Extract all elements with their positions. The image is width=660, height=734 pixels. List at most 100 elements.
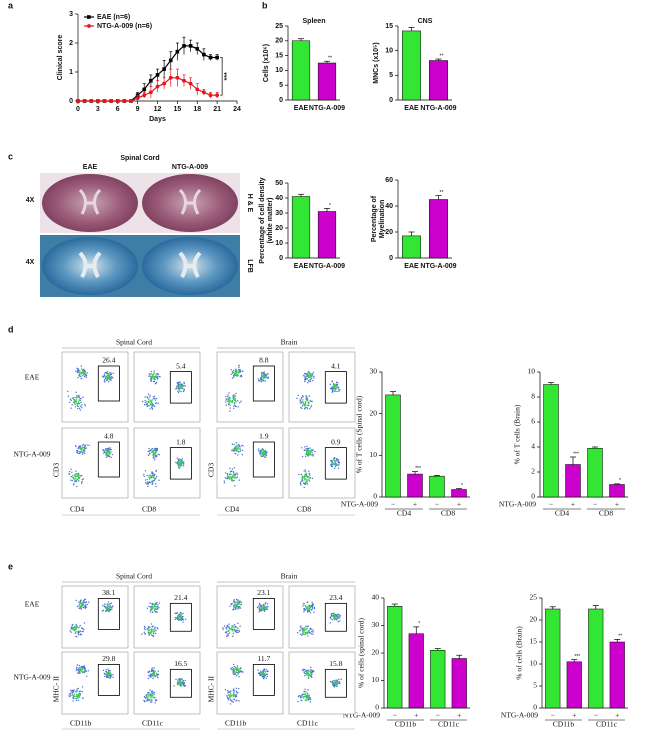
event-dot <box>105 610 107 612</box>
event-dot <box>84 446 86 448</box>
event-dot <box>150 609 153 611</box>
event-dot <box>179 461 182 464</box>
event-dot <box>107 668 109 670</box>
event-dot <box>80 633 82 636</box>
event-dot <box>313 606 316 609</box>
event-dot <box>150 370 153 373</box>
event-dot <box>264 673 266 675</box>
event-dot <box>151 472 153 475</box>
event-dot <box>150 695 152 697</box>
event-dot <box>307 606 309 608</box>
y-tick-label: 0 <box>389 255 393 262</box>
event-dot <box>225 395 227 398</box>
event-dot <box>76 367 78 370</box>
event-dot <box>228 632 231 634</box>
bar <box>317 62 337 101</box>
event-dot <box>304 373 307 375</box>
event-dot <box>267 376 270 379</box>
event-dot <box>146 402 149 405</box>
event-dot <box>104 451 106 453</box>
event-dot <box>300 634 303 636</box>
event-dot <box>75 697 77 700</box>
event-dot <box>235 405 237 408</box>
event-dot <box>153 377 156 380</box>
group-title: Spinal Cord <box>116 338 152 347</box>
event-dot <box>228 477 231 479</box>
event-dot <box>231 370 233 373</box>
event-dot <box>149 611 151 613</box>
event-dot <box>332 462 335 465</box>
event-dot <box>73 693 75 696</box>
event-dot <box>154 670 156 672</box>
event-dot <box>109 676 112 678</box>
event-dot <box>239 375 242 377</box>
legend-label: EAE (n=6) <box>97 14 130 21</box>
y-axis-title: Myelination <box>379 200 386 239</box>
event-dot <box>231 377 234 379</box>
event-dot <box>151 399 154 401</box>
event-dot <box>266 673 268 675</box>
event-dot <box>152 632 155 634</box>
event-dot <box>310 376 312 378</box>
event-dot <box>144 401 146 403</box>
event-dot <box>305 473 308 475</box>
event-dot <box>233 673 235 676</box>
event-dot <box>227 396 229 398</box>
event-dot <box>151 608 153 610</box>
event-dot <box>232 376 235 378</box>
event-dot <box>78 605 80 607</box>
event-dot <box>84 605 87 607</box>
event-dot <box>261 451 264 453</box>
event-dot <box>300 480 303 483</box>
event-dot <box>333 681 335 684</box>
group-label: CD8 <box>599 509 613 518</box>
event-dot <box>152 694 154 697</box>
event-dot <box>237 454 239 456</box>
event-dot <box>79 669 82 672</box>
gate-percentage: 1.8 <box>176 437 186 446</box>
event-dot <box>110 456 112 459</box>
event-dot <box>75 399 77 401</box>
event-dot <box>104 381 106 383</box>
y-axis-title: MHC- II <box>207 675 216 702</box>
event-dot <box>306 408 309 410</box>
event-dot <box>231 667 234 669</box>
event-dot <box>234 477 236 479</box>
event-dot <box>307 608 309 610</box>
event-dot <box>109 607 111 609</box>
event-dot <box>224 689 227 691</box>
event-dot <box>110 449 112 451</box>
event-dot <box>111 453 114 456</box>
event-dot <box>143 475 145 478</box>
event-dot <box>80 401 82 404</box>
x-tick-label: 12 <box>154 106 162 113</box>
event-dot <box>236 603 238 605</box>
event-dot <box>152 450 155 452</box>
event-dot <box>231 400 234 403</box>
event-dot <box>232 471 235 473</box>
event-dot <box>226 695 228 697</box>
event-dot <box>234 630 236 633</box>
event-dot <box>102 669 105 672</box>
event-dot <box>106 377 108 380</box>
event-dot <box>78 396 80 399</box>
event-dot <box>334 461 336 463</box>
point <box>195 87 200 92</box>
event-dot <box>301 475 304 478</box>
gate-percentage: 21.4 <box>174 593 187 602</box>
event-dot <box>147 398 150 400</box>
event-dot <box>332 386 334 389</box>
flow-plot <box>133 585 201 649</box>
event-dot <box>233 688 235 690</box>
event-dot <box>110 602 112 604</box>
event-dot <box>72 484 75 486</box>
event-dot <box>332 458 335 460</box>
event-dot <box>110 451 112 453</box>
event-dot <box>108 373 110 376</box>
event-dot <box>78 452 80 455</box>
event-dot <box>180 383 182 385</box>
event-dot <box>305 403 307 405</box>
event-dot <box>154 457 156 459</box>
y-tick-label: 10 <box>385 48 393 55</box>
event-dot <box>231 372 234 374</box>
